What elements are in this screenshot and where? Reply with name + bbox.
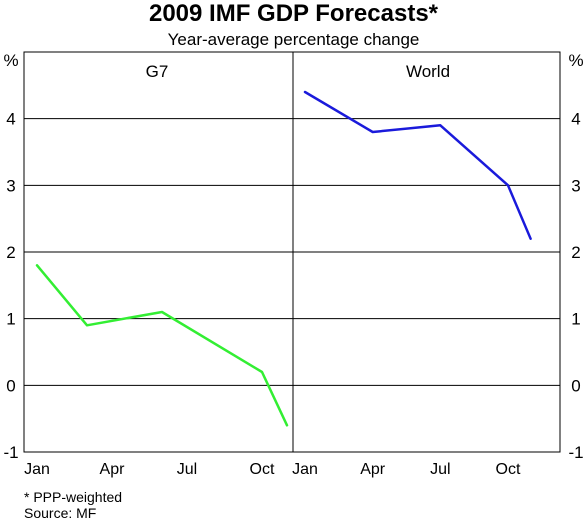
x-tick-label: Oct — [496, 461, 521, 478]
chart-subtitle: Year-average percentage change — [167, 30, 420, 49]
footnote: * PPP-weighted — [24, 489, 123, 505]
y-tick-label-left: 4 — [6, 110, 15, 129]
axis-labels: -1 -1 0 0 1 1 2 2 3 3 4 4% % G7 Jan Apr Jul Oct World Jan Ap… — [3, 51, 583, 478]
plot-frame — [23, 51, 561, 453]
y-tick-label-right: 1 — [571, 310, 580, 329]
y-tick-label-right: 2 — [571, 243, 580, 262]
series-lines — [35, 90, 532, 427]
y-tick-label-left: 1 — [6, 310, 15, 329]
y-unit-left: % — [3, 51, 18, 70]
gridlines — [24, 118, 560, 386]
y-tick-label-right: 0 — [571, 376, 580, 395]
x-tick-label: Jan — [292, 461, 318, 478]
x-tick-label: Jan — [24, 461, 50, 478]
x-tick-label: Apr — [100, 461, 126, 478]
plot-border — [23, 51, 561, 453]
panel-title-1: World — [406, 62, 450, 81]
series-line-world — [303, 90, 532, 240]
y-tick-label-left: 0 — [6, 376, 15, 395]
y-tick-label-right: 3 — [571, 176, 580, 195]
x-tick-label: Oct — [250, 461, 275, 478]
y-tick-label-right: -1 — [568, 443, 583, 462]
series-line-g7 — [35, 264, 289, 427]
x-tick-label: Jul — [177, 461, 197, 478]
panel-title-0: G7 — [146, 62, 169, 81]
x-tick-label: Apr — [360, 461, 386, 478]
y-tick-label-right: 4 — [571, 110, 580, 129]
y-tick-label-left: 3 — [6, 176, 15, 195]
y-tick-label-left: -1 — [3, 443, 18, 462]
chart-title: 2009 IMF GDP Forecasts* — [148, 0, 439, 27]
x-tick-label: Jul — [430, 461, 450, 478]
source-note: Source: MF — [24, 505, 97, 521]
y-unit-right: % — [568, 51, 583, 70]
y-tick-label-left: 2 — [6, 243, 15, 262]
